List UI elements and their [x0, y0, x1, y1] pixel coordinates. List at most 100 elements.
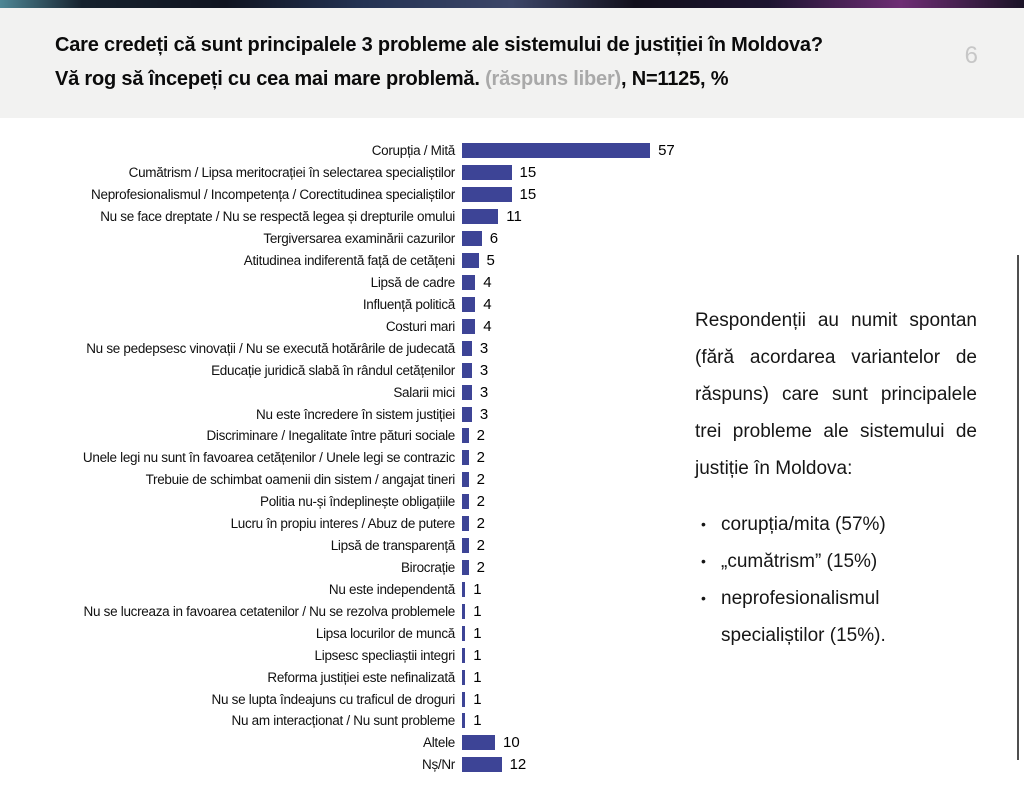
bar — [462, 274, 476, 290]
title-line-2-main: Vă rog să începeți cu cea mai mare probl… — [55, 68, 486, 90]
bullet-text: neprofesionalismul specialiștilor (15%). — [721, 588, 886, 646]
bar-row: Birocrație 2 — [0, 557, 690, 579]
side-bullet-item: • neprofesionalismul specialiștilor (15%)… — [695, 580, 977, 654]
bar-category-label: Altele — [423, 735, 455, 751]
bar — [462, 428, 469, 444]
bar-row: Nu se lupta îndeajuns cu traficul de dro… — [0, 688, 690, 710]
bar-category-label: Atitudinea indiferentă față de cetățeni — [243, 253, 456, 269]
bar — [462, 340, 472, 356]
page-number: 6 — [964, 42, 978, 69]
bar-category-label: Lipsesc specliaștii integri — [314, 647, 456, 663]
bar — [462, 296, 476, 312]
bar-value-label: 2 — [476, 471, 485, 489]
bar-value-label: 2 — [476, 427, 485, 445]
bar-rows: Corupția / Mită 57 Cumătrism / Lipsa merit… — [0, 140, 690, 776]
bar-value-label: 3 — [479, 383, 489, 401]
bar — [462, 669, 466, 685]
bar-row: Lipsă de transparență 2 — [0, 535, 690, 557]
bar-value-label: 4 — [483, 295, 492, 313]
bar-category-label: Lucru în propiu interes / Abuz de putere — [230, 516, 456, 532]
bar-value-label: 2 — [476, 493, 485, 511]
bar — [462, 625, 466, 641]
bar-value-label: 3 — [479, 339, 489, 357]
bar-category-label: Discriminare / Inegalitate între pături … — [206, 428, 455, 444]
bar-value-label: 3 — [479, 361, 489, 379]
bar-category-label: Costuri mari — [385, 318, 455, 334]
bar-value-label: 11 — [506, 208, 522, 226]
bar — [462, 713, 466, 729]
title-line-2-note: (răspuns liber) — [485, 68, 621, 90]
bar — [462, 691, 466, 707]
bar-value-label: 2 — [476, 515, 485, 533]
bar-value-label: 2 — [476, 449, 485, 467]
bar-category-label: Reforma justiției este nefinalizată — [267, 669, 455, 685]
bullet-marker: • — [701, 553, 706, 569]
side-panel: Respondenții au numit spontan (fără acor… — [695, 302, 977, 654]
title-line-2-suffix: , N=1125, % — [621, 68, 729, 90]
bar-row: Unele legi nu sunt în favoarea cetățenil… — [0, 447, 690, 469]
side-bullet-list: • corupția/mita (57%) • „cumătrism” (15%) • n… — [695, 506, 977, 654]
bar — [462, 757, 502, 773]
slide-title: Care credeți că sunt principalele 3 prob… — [55, 28, 823, 96]
bar-value-label: 2 — [476, 537, 485, 555]
bar-category-label: Nu am interacționat / Nu sunt probleme — [231, 713, 456, 729]
bar-row: Nu am interacționat / Nu sunt probleme 1 — [0, 710, 690, 732]
bar-value-label: 10 — [503, 734, 520, 752]
bar-category-label: Lipsă de transparență — [330, 538, 456, 554]
bar-category-label: Nu se lucreaza in favoarea cetatenilor /… — [83, 603, 456, 619]
bar — [462, 450, 469, 466]
bar-value-label: 1 — [473, 580, 482, 598]
bar-category-label: Birocrație — [400, 559, 455, 575]
bar-row: Nș/Nr 12 — [0, 754, 690, 776]
bar-category-label: Trebuie de schimbat oamenii din sistem /… — [145, 472, 456, 488]
bar-row: Reforma justiției este nefinalizată 1 — [0, 666, 690, 688]
bar — [462, 559, 469, 575]
bar-row: Lucru în propiu interes / Abuz de putere… — [0, 513, 690, 535]
bar-category-label: Nu este încredere în sistem justiției — [256, 406, 455, 422]
bullet-marker: • — [701, 590, 706, 606]
bar-row: Cumătrism / Lipsa meritocrației în selec… — [0, 162, 690, 184]
window-edge-line — [1017, 255, 1019, 760]
bar-category-label: Nu este independentă — [328, 581, 455, 597]
bar-row: Trebuie de schimbat oamenii din sistem /… — [0, 469, 690, 491]
bar-row: Lipsesc specliaștii integri 1 — [0, 644, 690, 666]
bar — [462, 209, 499, 225]
bar-row: Nu este încredere în sistem justiției 3 — [0, 403, 690, 425]
bar — [462, 318, 476, 334]
bar-value-label: 4 — [483, 273, 492, 291]
bar-value-label: 2 — [476, 558, 485, 576]
bar-value-label: 1 — [473, 712, 482, 730]
bar-row: Nu este independentă 1 — [0, 578, 690, 600]
bar-value-label: 1 — [473, 690, 482, 708]
bar-value-label: 15 — [519, 164, 537, 182]
bar — [462, 187, 512, 203]
bar-value-label: 3 — [479, 405, 489, 423]
bar-row: Tergiversarea examinării cazurilor 6 — [0, 228, 690, 250]
bullet-marker: • — [701, 516, 706, 532]
bar-category-label: Lipsa locurilor de muncă — [315, 625, 455, 641]
bar-value-label: 15 — [519, 186, 537, 204]
bar-row: Nu se face dreptate / Nu se respectă leg… — [0, 206, 690, 228]
bar-category-label: Nu se face dreptate / Nu se respectă leg… — [100, 209, 455, 225]
bar — [462, 647, 466, 663]
bar-value-label: 6 — [489, 230, 499, 248]
bar-value-label: 12 — [509, 756, 527, 774]
bar-value-label: 1 — [473, 602, 482, 620]
bar-category-label: Influență politică — [362, 296, 455, 312]
bullet-text: „cumătrism” (15%) — [721, 551, 878, 572]
bar — [462, 494, 469, 510]
bar-category-label: Corupția / Mită — [371, 143, 456, 159]
bar-category-label: Nu se pedepsesc vinovații / Nu se execut… — [86, 340, 455, 356]
bar-category-label: Neprofesionalismul / Incompetența / Core… — [91, 187, 455, 203]
bar-category-label: Educație juridică slabă în rândul cetățe… — [211, 362, 455, 378]
side-paragraph: Respondenții au numit spontan (fără acor… — [695, 310, 977, 479]
bar-row: Educație juridică slabă în rândul cetățe… — [0, 359, 690, 381]
bar — [462, 603, 466, 619]
bar — [462, 143, 651, 159]
bar-value-label: 5 — [486, 252, 495, 270]
bar-category-label: Nu se lupta îndeajuns cu traficul de dro… — [211, 691, 456, 707]
bar-category-label: Cumătrism / Lipsa meritocrației în selec… — [128, 165, 456, 181]
bar-row: Discriminare / Inegalitate între pături … — [0, 425, 690, 447]
bar-category-label: Tergiversarea examinării cazurilor — [263, 231, 455, 247]
bar-category-label: Salarii mici — [393, 384, 455, 400]
